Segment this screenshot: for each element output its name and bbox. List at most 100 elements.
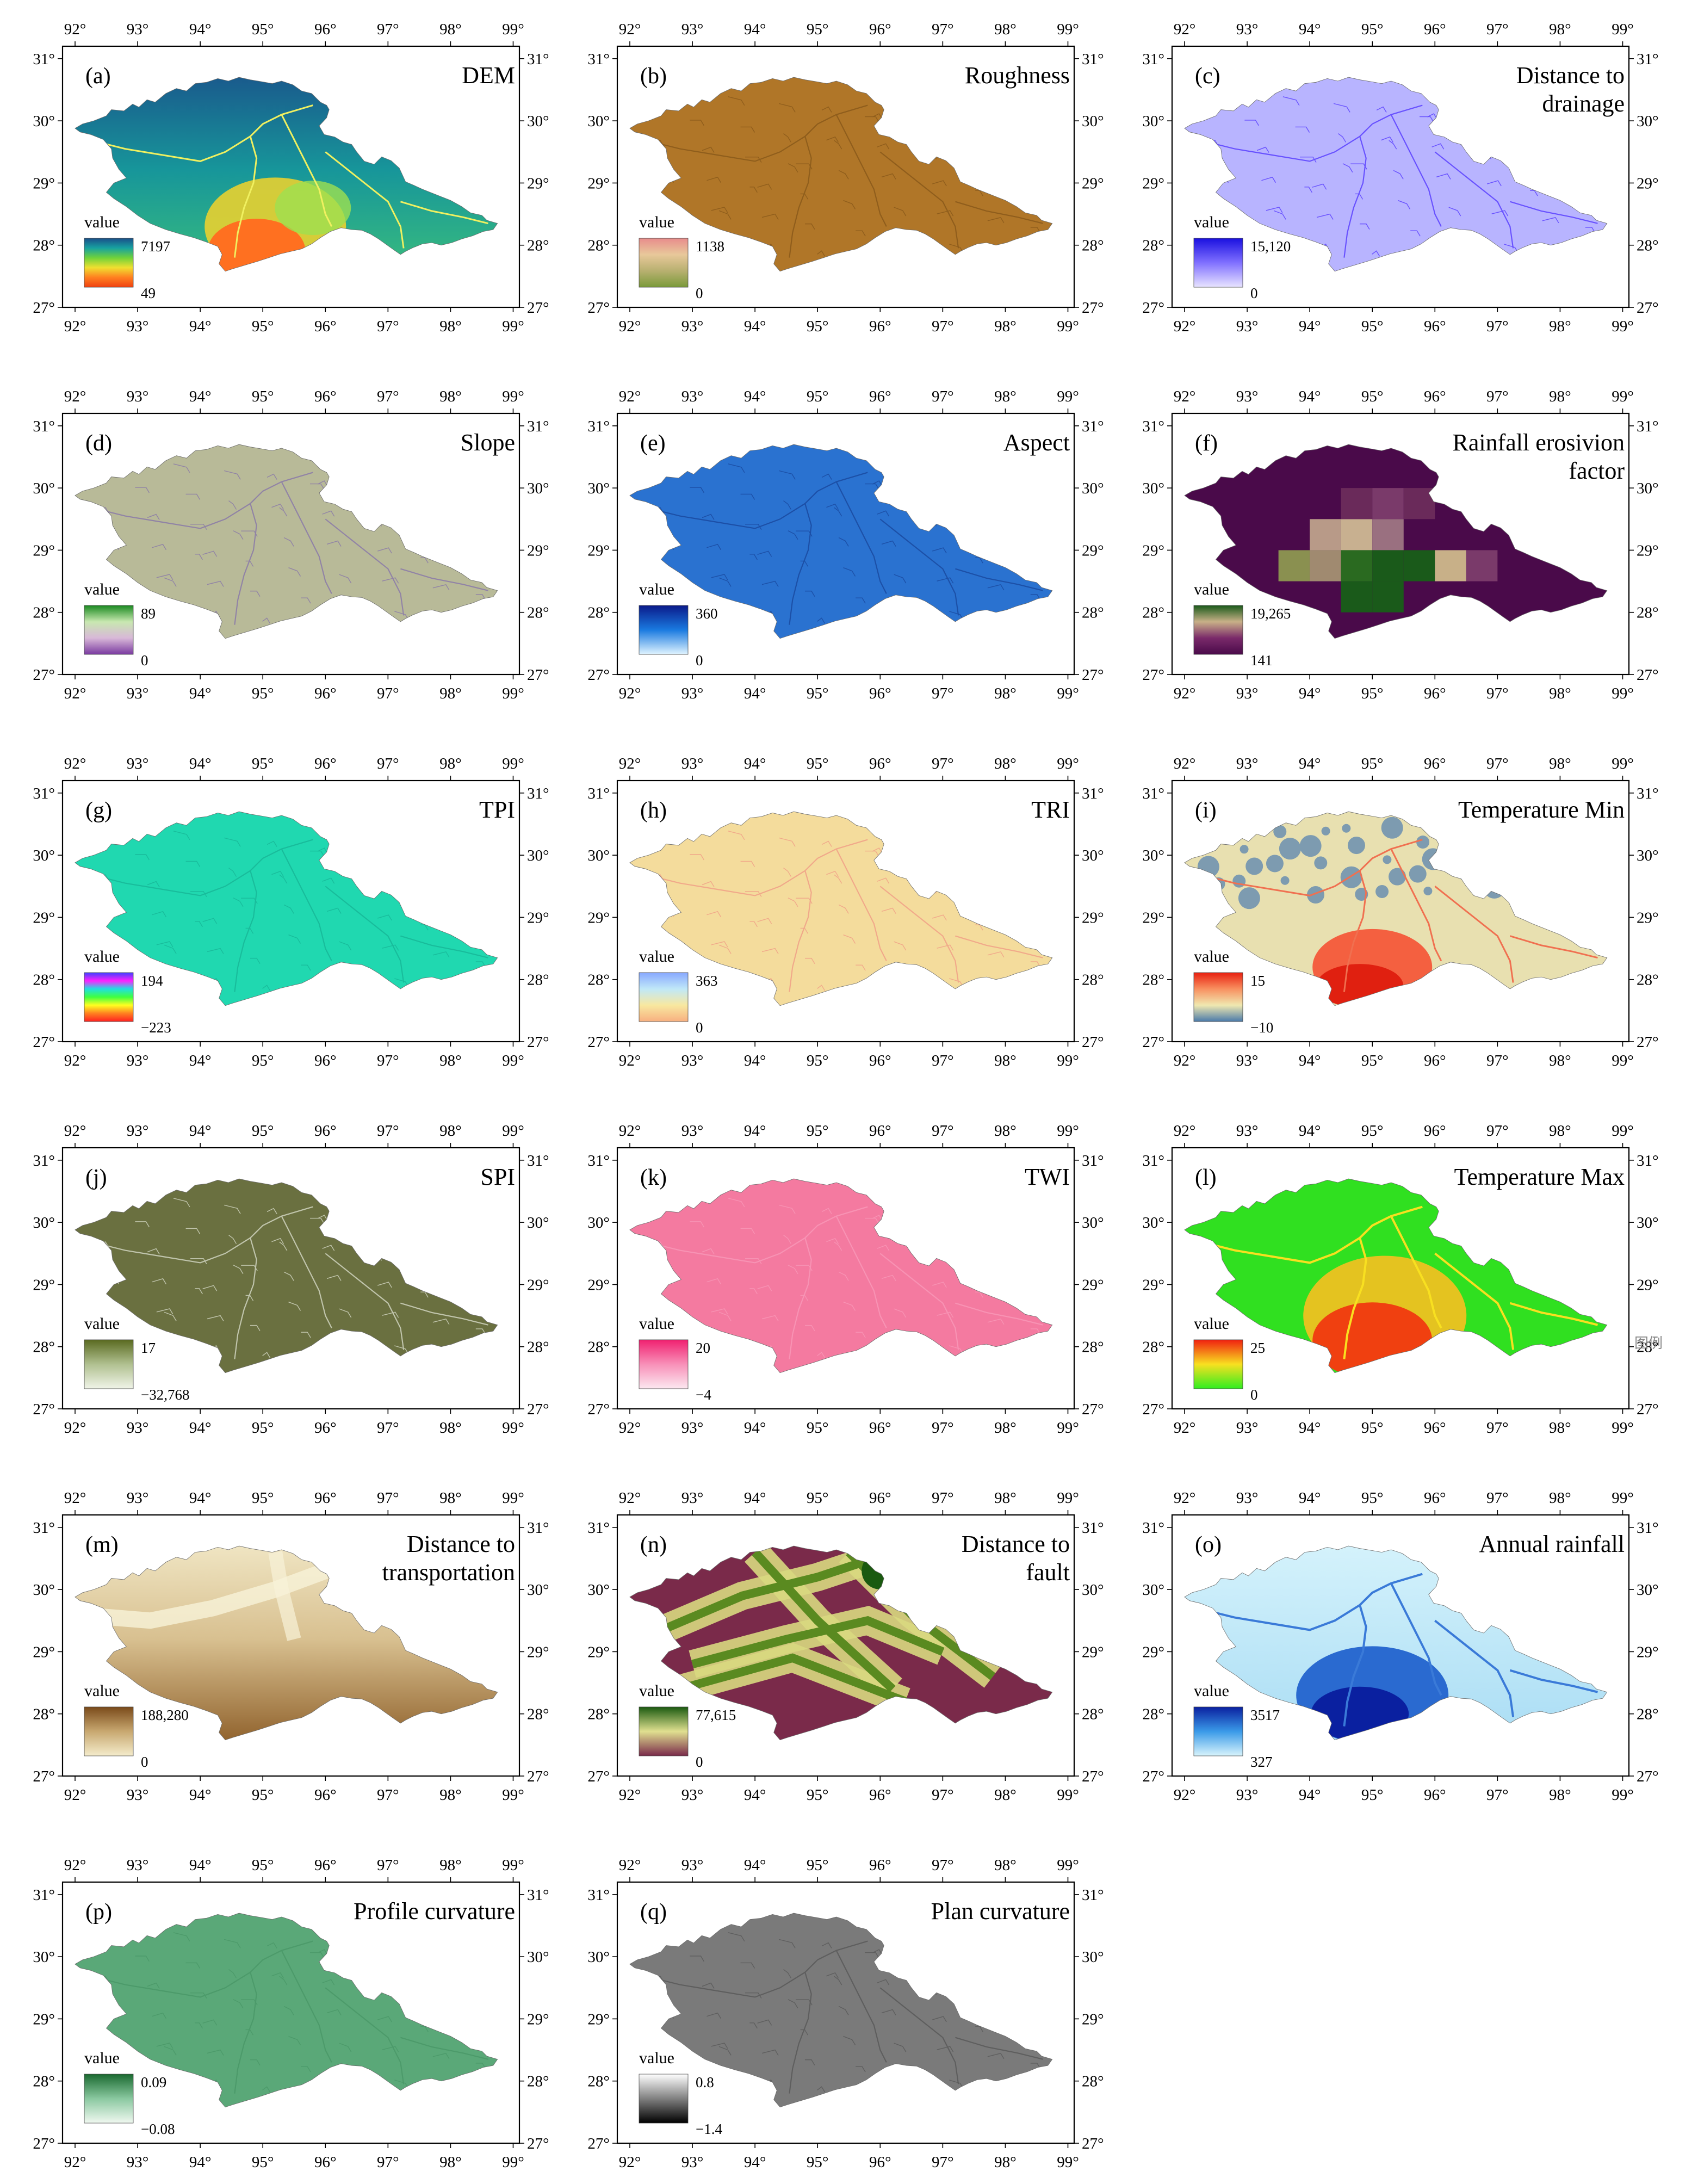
basin-outline [629, 77, 1053, 272]
lon-tick-label: 98° [994, 388, 1017, 405]
map-panel: 92° 92° 93° 93° 94° 94° 95° 95° 96° 96° 97° 97° 98° 9… [1142, 388, 1658, 702]
lon-tick-label: 96° [314, 388, 337, 405]
lon-tick-label: 93° [127, 388, 149, 405]
lat-tick-label: 27° [587, 2135, 610, 2152]
legend-max: 194 [141, 973, 163, 989]
lon-tick-label: 93° [1236, 1786, 1259, 1804]
lon-tick-label: 92° [619, 318, 641, 335]
lat-tick-label: 30° [33, 847, 55, 864]
map-frame [1171, 1147, 1630, 1410]
lon-tick-label: 94° [189, 1419, 212, 1437]
lon-tick-label: 94° [189, 1122, 212, 1140]
lat-tick-label: 31° [527, 51, 549, 68]
lon-tick-label: 96° [1424, 1786, 1446, 1804]
legend-color-ramp [1193, 1339, 1243, 1389]
lon-tick-label: 93° [681, 685, 704, 702]
lat-tick-label: 29° [1142, 1643, 1164, 1661]
legend-max: 0.09 [141, 2074, 166, 2090]
lat-tick-label: 30° [527, 113, 549, 130]
lat-tick-label: 27° [1142, 1034, 1164, 1051]
lat-tick-label: 29° [33, 1643, 55, 1661]
lon-tick-label: 92° [64, 1122, 86, 1140]
lon-tick-label: 92° [619, 21, 641, 38]
map-frame [616, 779, 1075, 1043]
lon-tick-label: 99° [502, 1122, 524, 1140]
lat-tick-label: 28° [587, 604, 610, 622]
lon-tick-label: 93° [681, 755, 704, 772]
lon-tick-label: 95° [252, 2154, 274, 2171]
legend-min: 0 [696, 1019, 703, 1036]
lon-tick-label: 92° [1174, 1052, 1196, 1069]
legend-color-ramp [84, 1706, 134, 1756]
legend-max: 188,280 [141, 1707, 189, 1723]
legend-max: 363 [696, 973, 718, 989]
lon-tick-label: 98° [1549, 1419, 1571, 1437]
lon-tick-label: 94° [1299, 1052, 1321, 1069]
lon-tick-label: 92° [619, 1786, 641, 1804]
lon-tick-label: 97° [1486, 755, 1509, 772]
lon-tick-label: 95° [1361, 755, 1384, 772]
lon-tick-label: 97° [377, 1052, 399, 1069]
lon-tick-label: 95° [252, 1052, 274, 1069]
lon-tick-label: 98° [1549, 755, 1571, 772]
map-frame [1171, 1514, 1630, 1777]
lon-tick-label: 98° [1549, 1786, 1571, 1804]
lon-tick-label: 99° [1057, 1489, 1079, 1507]
lon-tick-label: 92° [64, 318, 86, 335]
lon-tick-label: 98° [994, 1489, 1017, 1507]
lon-tick-label: 99° [1612, 1052, 1634, 1069]
basin-outline [1184, 444, 1608, 639]
lat-tick-label: 30° [587, 480, 610, 497]
legend-title: value [1194, 213, 1229, 231]
lat-tick-label: 31° [33, 1152, 55, 1170]
lon-tick-label: 94° [744, 1052, 766, 1069]
panel-title: Temperature Min [1458, 796, 1625, 823]
lon-tick-label: 93° [1236, 1419, 1259, 1437]
lon-tick-label: 99° [502, 2154, 524, 2171]
lat-tick-label: 29° [587, 909, 610, 926]
lat-tick-label: 27° [1637, 1768, 1659, 1785]
lat-tick-label: 28° [527, 1706, 549, 1723]
lon-tick-label: 97° [932, 2154, 954, 2171]
lon-tick-label: 93° [127, 2154, 149, 2171]
legend: value 360 0 [639, 580, 718, 669]
map-raster [75, 444, 498, 639]
lon-tick-label: 98° [994, 2154, 1017, 2171]
lon-tick-label: 98° [439, 1122, 462, 1140]
panel-letter: (c) [1195, 64, 1220, 89]
lon-tick-label: 92° [64, 1419, 86, 1437]
lat-tick-label: 31° [1142, 1152, 1164, 1170]
lon-tick-label: 99° [1057, 318, 1079, 335]
map-panel: 92° 92° 93° 93° 94° 94° 95° 95° 96° 96° 97° 97° 98° 9… [33, 1122, 549, 1437]
map-panel: 92° 92° 93° 93° 94° 94° 95° 95° 96° 96° 97° 97° 98° 9… [33, 21, 549, 335]
lon-tick-label: 97° [932, 388, 954, 405]
lon-tick-label: 96° [1424, 755, 1446, 772]
panel-letter: (k) [640, 1165, 667, 1190]
legend-min: −10 [1250, 1019, 1273, 1036]
lon-tick-label: 95° [807, 1419, 829, 1437]
panel-title: Profile curvature [354, 1898, 515, 1925]
legend-title: value [84, 1682, 120, 1700]
basin-outline [1184, 1178, 1608, 1373]
lat-tick-label: 29° [1082, 1643, 1104, 1661]
legend-title: value [639, 948, 674, 966]
lat-tick-label: 28° [1142, 604, 1164, 622]
lat-tick-label: 31° [587, 418, 610, 435]
map-raster [630, 1179, 1052, 1373]
lon-tick-label: 99° [1057, 1786, 1079, 1804]
legend-color-ramp [84, 972, 134, 1022]
lat-tick-label: 29° [587, 542, 610, 559]
map-frame [1171, 779, 1630, 1043]
lon-tick-label: 98° [439, 388, 462, 405]
lat-tick-label: 30° [1142, 113, 1164, 130]
lon-tick-label: 94° [189, 21, 212, 38]
lat-tick-label: 27° [587, 1034, 610, 1051]
legend-max: 7197 [141, 238, 170, 255]
panel-letter: (g) [85, 798, 112, 823]
lon-tick-label: 93° [127, 1122, 149, 1140]
panel-title: Distance to [962, 1531, 1070, 1557]
lat-tick-label: 31° [1142, 1519, 1164, 1537]
lon-tick-label: 96° [314, 1419, 337, 1437]
panel-title: Annual rainfall [1479, 1531, 1625, 1557]
lon-tick-label: 97° [1486, 685, 1509, 702]
